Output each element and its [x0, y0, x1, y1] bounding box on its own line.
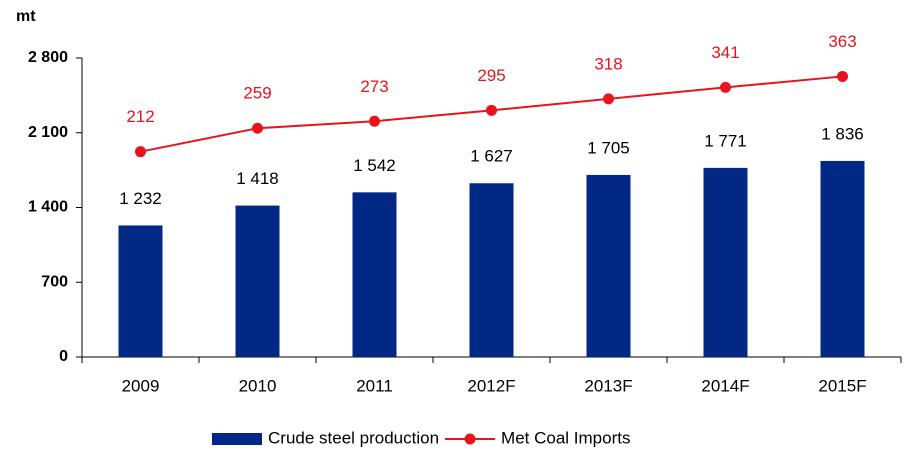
- y-tick-label: 2 100: [28, 124, 68, 141]
- x-tick-label: 2015F: [818, 376, 866, 395]
- y-tick-label: 700: [41, 273, 68, 290]
- bar-value-label: 1 232: [119, 189, 162, 208]
- line-value-label: 259: [243, 84, 271, 103]
- line-value-label: 295: [477, 66, 505, 85]
- line-value-label: 318: [594, 54, 622, 73]
- line-value-label: 341: [711, 43, 739, 62]
- legend-label: Crude steel production: [268, 428, 439, 447]
- line-point: [486, 104, 497, 116]
- y-tick-label: 0: [59, 348, 68, 365]
- x-tick-label: 2011: [356, 376, 393, 395]
- x-tick-label: 2009: [122, 376, 160, 395]
- bar: [820, 160, 865, 357]
- bar-value-label: 1 705: [587, 138, 630, 157]
- y-tick-label: 2 800: [28, 49, 68, 66]
- line-point: [369, 115, 380, 127]
- bar-value-label: 1 542: [353, 156, 396, 175]
- line-point: [135, 146, 146, 158]
- line-value-label: 212: [126, 107, 154, 126]
- bar: [469, 183, 514, 357]
- bar: [352, 192, 397, 357]
- y-tick-label: 1 400: [28, 199, 68, 216]
- bar: [703, 167, 748, 357]
- legend-label: Met Coal Imports: [501, 428, 630, 447]
- x-tick-label: 2014F: [701, 376, 749, 395]
- line-value-label: 273: [360, 77, 388, 96]
- bar: [586, 174, 631, 357]
- bar-value-label: 1 627: [470, 147, 513, 166]
- x-tick-label: 2013F: [584, 376, 632, 395]
- line-point: [252, 122, 263, 134]
- x-tick-label: 2010: [239, 376, 277, 395]
- legend-swatch: [464, 433, 476, 445]
- line-value-label: 363: [828, 32, 856, 51]
- bar: [118, 225, 163, 357]
- bar-value-label: 1 418: [236, 169, 279, 188]
- line-point: [720, 81, 731, 93]
- x-tick-label: 2012F: [467, 376, 515, 395]
- legend-swatch: [212, 433, 262, 445]
- y-axis-label: mt: [16, 8, 36, 25]
- bar-value-label: 1 836: [821, 124, 864, 143]
- line-point: [837, 70, 848, 82]
- line-point: [603, 93, 614, 105]
- bar: [235, 205, 280, 357]
- bar-value-label: 1 771: [704, 131, 747, 150]
